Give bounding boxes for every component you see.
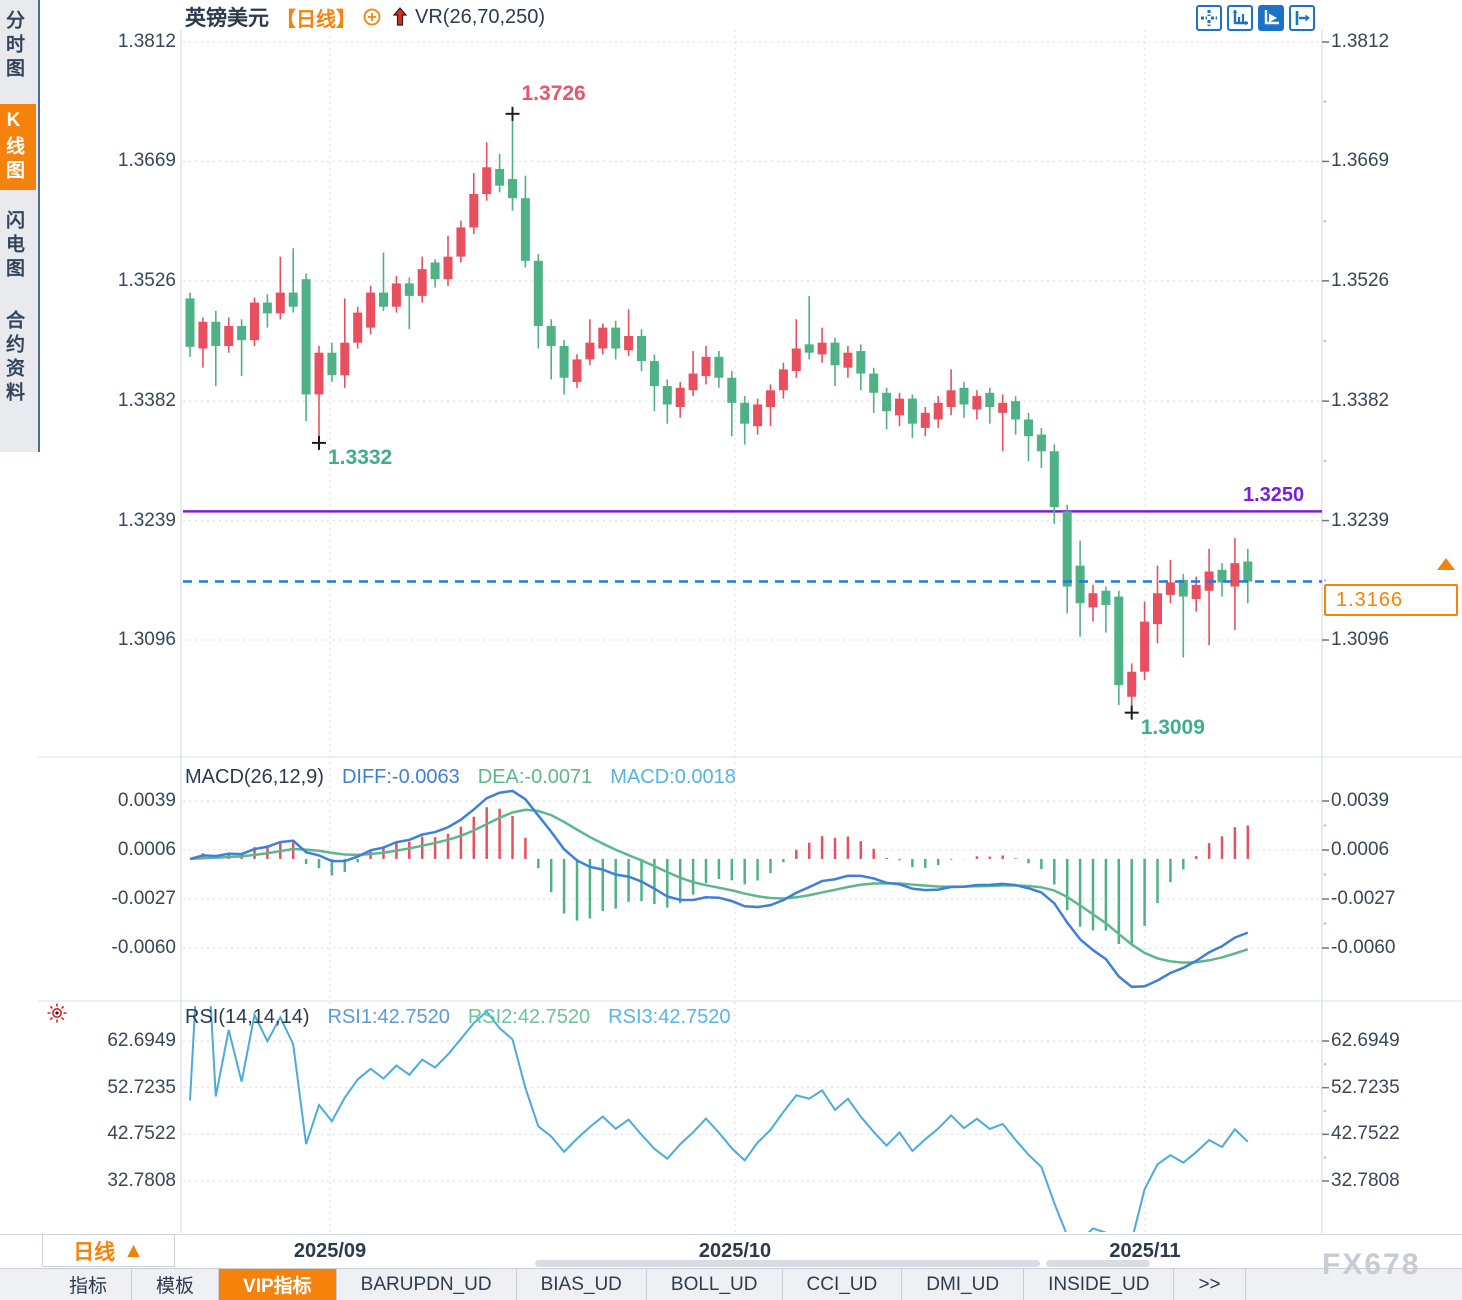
horizontal-gridlines [183, 1040, 1329, 1182]
y-axis-label: 62.6949 [107, 1030, 176, 1051]
y-axis-label: 32.7808 [1331, 1170, 1400, 1191]
sidebar-item-lightning-chart[interactable]: 闪电图 [3, 210, 24, 282]
y-axis-label: 42.7522 [107, 1123, 176, 1145]
y-axis-label: 52.7235 [107, 1076, 176, 1098]
up-arrow-icon [392, 7, 408, 27]
macd-pane-header: MACD(26,12,9) DIFF:-0.0063 DEA:-0.0071 M… [185, 766, 736, 789]
tab-templates[interactable]: 模板 [132, 1269, 220, 1300]
y-axis-label: -0.0060 [1331, 937, 1396, 958]
rsi1-readout: RSI1:42.7520 [327, 1006, 450, 1028]
chart-header: 英镑美元 【日线】 VR(26,70,250) [185, 4, 546, 31]
y-axis-label: 1.3382 [1331, 390, 1390, 412]
scrollbar-thumb[interactable] [1046, 1260, 1150, 1267]
period-tag[interactable]: 【日线】 [276, 8, 356, 31]
rsi-line [189, 1006, 1249, 1232]
y-axis-label: 42.7522 [1331, 1123, 1400, 1145]
dea-line [189, 808, 1249, 964]
tab-indicators[interactable]: 指标 [45, 1269, 133, 1300]
y-axis-label: 0.0006 [117, 839, 176, 860]
y-axis-label: 1.3239 [1331, 509, 1390, 531]
rsi-pane [189, 1006, 1249, 1232]
tab-vip-indicators[interactable]: VIP指标 [219, 1269, 337, 1300]
y-axis-label: 1.3382 [117, 390, 176, 412]
y-axis-label: 1.3096 [1331, 629, 1390, 650]
tab-barupdn-ud[interactable]: BARUPDN_UD [337, 1269, 517, 1300]
add-indicator-icon[interactable] [363, 8, 381, 26]
y-axis-label: 52.7235 [1331, 1076, 1400, 1098]
axis-play-icon[interactable] [1258, 5, 1284, 31]
scrollbar-track[interactable] [535, 1260, 1040, 1267]
high-marker-cross [505, 106, 520, 121]
rsi-title[interactable]: RSI(14,14,14) [185, 1006, 310, 1028]
y-axis-label: 1.3812 [1331, 31, 1390, 52]
vertical-gridlines [329, 30, 1146, 1232]
watermark: FX678 [1322, 1248, 1421, 1281]
macd-histogram [201, 807, 1250, 944]
y-axis-label: 1.3669 [117, 150, 176, 172]
price-up-arrow-icon [1437, 558, 1455, 570]
symbol-title: 英镑美元 [185, 7, 269, 30]
y-axis-label: 0.0039 [117, 790, 176, 811]
y-axis-label: 62.6949 [1331, 1030, 1400, 1051]
y-axis-label: 0.0039 [1331, 790, 1390, 811]
period-label: 日线 [73, 1240, 116, 1264]
rsi3-readout: RSI3:42.7520 [608, 1006, 731, 1028]
diff-line [189, 789, 1249, 989]
x-axis-label: 2025/09 [293, 1240, 367, 1262]
low-marker-cross [1124, 705, 1139, 720]
macd-value-readout: MACD:0.0018 [610, 766, 736, 788]
tab-more[interactable]: >> [1174, 1269, 1246, 1300]
tab-boll-ud[interactable]: BOLL_UD [647, 1269, 783, 1300]
macd-dea-readout: DEA:-0.0071 [477, 766, 593, 788]
rsi-pane-header: RSI(14,14,14) RSI1:42.7520 RSI2:42.7520 … [185, 1006, 731, 1029]
tab-cci-ud[interactable]: CCI_UD [783, 1269, 903, 1300]
horizontal-gridlines [183, 41, 1329, 641]
sidebar-item-timeshare-chart[interactable]: 分时图 [3, 10, 24, 82]
crosshair-move-icon[interactable] [1196, 5, 1222, 31]
macd-diff-readout: DIFF:-0.0063 [341, 766, 460, 788]
y-axis-label: 0.0006 [1331, 839, 1390, 860]
y-axis-label: 1.3526 [1331, 269, 1390, 291]
sidebar-item-candlestick-chart[interactable]: K线图 [0, 104, 36, 190]
macd-title[interactable]: MACD(26,12,9) [185, 766, 324, 788]
tab-bias-ud[interactable]: BIAS_UD [517, 1269, 647, 1300]
y-axis-label: 32.7808 [107, 1170, 176, 1191]
y-axis-label: -0.0060 [111, 937, 176, 958]
current-price-value: 1.3166 [1336, 588, 1404, 611]
triangle-up-icon: ▲ [123, 1238, 144, 1262]
x-axis-label: 2025/10 [698, 1240, 772, 1262]
candlestick-series [185, 113, 1253, 713]
indicator-tab-bar: 指标 模板 VIP指标 BARUPDN_UD BIAS_UD BOLL_UD C… [0, 1268, 1462, 1300]
sidebar-item-contract-info[interactable]: 合约资料 [3, 310, 24, 406]
sidebar: 分时图 K线图 闪电图 合约资料 [0, 0, 40, 452]
y-axis-label: 1.3669 [1331, 150, 1390, 172]
chart-toolbar [1196, 5, 1315, 31]
y-axis-label: 1.3239 [117, 509, 176, 531]
rsi2-readout: RSI2:42.7520 [467, 1006, 591, 1028]
tab-dmi-ud[interactable]: DMI_UD [902, 1269, 1025, 1300]
low-annotation: 1.3332 [328, 445, 393, 469]
collapse-panel-icon[interactable] [1289, 5, 1315, 31]
price-pane [183, 113, 1322, 713]
current-price-box: 1.3166 [1324, 584, 1458, 616]
x-axis-label: 2025/11 [1109, 1240, 1181, 1262]
y-axis-label: -0.0027 [1331, 888, 1396, 909]
low-annotation: 1.3009 [1140, 715, 1205, 739]
macd-pane [189, 789, 1250, 989]
high-annotation: 1.3726 [521, 81, 586, 105]
axis-scale-icon[interactable] [1227, 5, 1253, 31]
y-axis-label: 1.3526 [117, 269, 176, 291]
indicator-settings-icon[interactable] [46, 1002, 68, 1024]
support-line-label: 1.3250 [1243, 484, 1305, 506]
period-selector-button[interactable]: 日线 ▲ [42, 1234, 175, 1267]
low-marker-cross [312, 435, 326, 450]
y-axis-label: 1.3812 [117, 31, 176, 52]
y-axis-label: 1.3096 [117, 629, 176, 650]
overlay-indicator-label[interactable]: VR(26,70,250) [415, 5, 546, 28]
tab-inside-ud[interactable]: INSIDE_UD [1024, 1269, 1175, 1300]
y-axis-label: -0.0027 [111, 888, 176, 909]
